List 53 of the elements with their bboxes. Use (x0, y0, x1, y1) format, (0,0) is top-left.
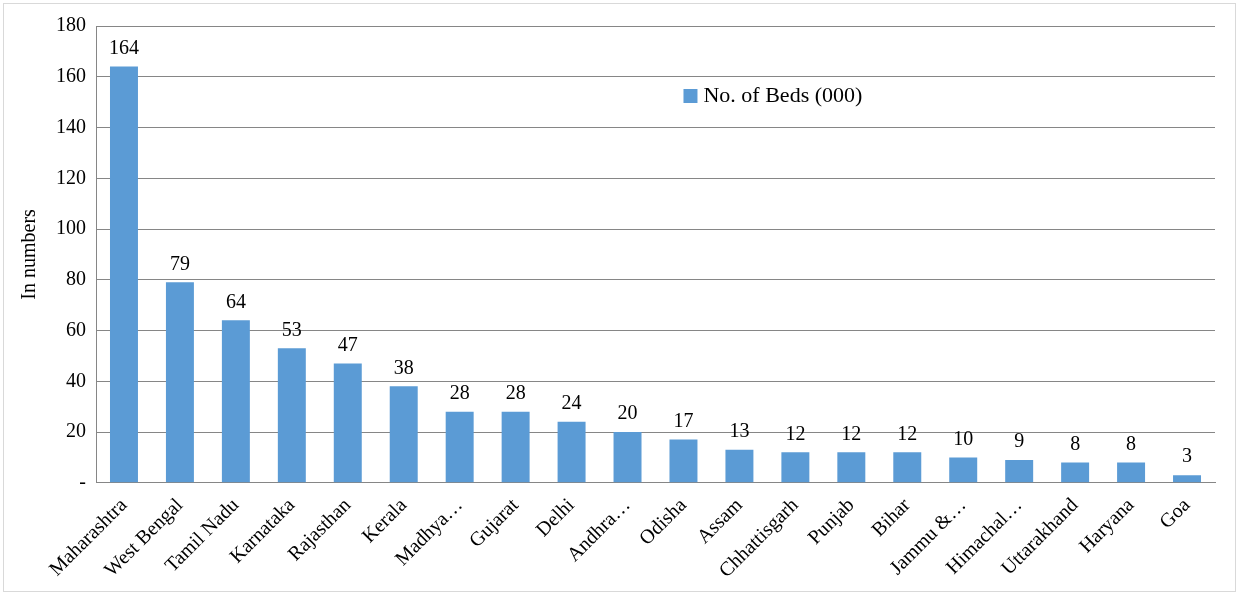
bar (893, 452, 922, 483)
bar (1061, 462, 1090, 483)
y-axis-title: In numbers (17, 208, 40, 300)
data-label: 9 (1014, 429, 1025, 452)
data-label: 28 (505, 380, 526, 403)
y-tick-label: 100 (56, 216, 86, 239)
data-label: 10 (953, 426, 974, 449)
bar (1117, 462, 1146, 483)
data-label: 13 (729, 419, 750, 442)
y-tick-label: 180 (56, 13, 86, 36)
data-label: 79 (169, 251, 190, 274)
bar (669, 439, 698, 483)
data-label: 8 (1070, 431, 1081, 454)
bar (781, 452, 810, 483)
bar (557, 421, 586, 483)
y-tick-label: 80 (66, 267, 86, 289)
legend-label: No. of Beds (000) (703, 81, 863, 107)
y-tick-label: - (79, 470, 86, 493)
data-label: 20 (617, 401, 638, 424)
bar (165, 282, 194, 483)
data-label: 53 (281, 317, 302, 340)
data-label: 24 (561, 391, 582, 414)
bar (1005, 459, 1034, 483)
bar (109, 66, 138, 483)
bar (949, 457, 978, 483)
bar (389, 386, 418, 483)
data-label: 164 (108, 35, 139, 58)
bar (501, 411, 530, 483)
bar (725, 449, 754, 483)
bar (445, 411, 474, 483)
data-label: 8 (1126, 431, 1137, 454)
y-tick-label: 40 (66, 368, 86, 391)
bar (613, 432, 642, 483)
y-tick-label: 60 (66, 317, 86, 340)
y-tick-label: 20 (66, 419, 86, 442)
data-label: 12 (785, 421, 806, 444)
y-tick-label: 140 (56, 114, 86, 137)
data-label: 64 (225, 289, 246, 312)
y-tick-label: 160 (56, 64, 86, 86)
data-label: 17 (673, 408, 694, 431)
bar (837, 452, 866, 483)
data-label: 3 (1182, 444, 1193, 467)
y-tick-label: 120 (56, 165, 86, 188)
data-label: 12 (897, 421, 918, 444)
x-tick-label: Goa (1154, 493, 1194, 533)
bar (221, 320, 250, 483)
data-label: 28 (449, 380, 470, 403)
data-label: 38 (393, 355, 414, 378)
bar (277, 348, 306, 483)
bar (333, 363, 362, 483)
data-label: 12 (841, 421, 862, 444)
bar (1173, 475, 1202, 483)
data-label: 47 (337, 332, 358, 355)
